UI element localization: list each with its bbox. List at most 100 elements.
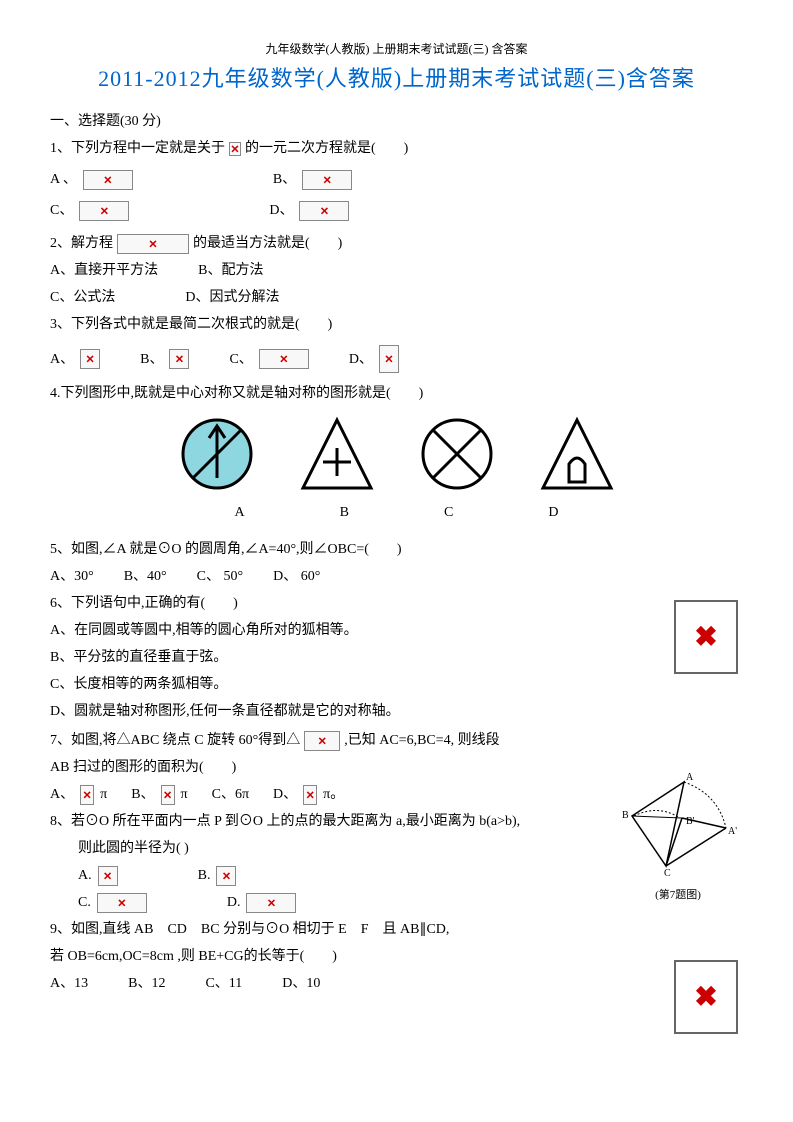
q7-text-a: 7、如图,将△ABC 绕点 C 旋转 60°得到△ xyxy=(50,730,300,751)
q6-a: A、在同圆或等圆中,相等的圆心角所对的狐相等。 xyxy=(50,620,743,641)
q5-opt-B: B、40° xyxy=(124,566,167,587)
q4-labels: A B C D xyxy=(50,502,743,523)
q1-A-label: A 、 xyxy=(50,169,77,190)
q7-opt-B: B、 × π xyxy=(131,784,187,805)
q8-opt-B: B. × xyxy=(198,865,237,886)
q4-shape-B xyxy=(297,414,377,494)
q1-text-a: 1、下列方程中一定就是关于 xyxy=(50,138,225,159)
q7-caption: (第7题图) xyxy=(618,887,738,904)
q5-options: A、30° B、40° C、 50° D、 60° xyxy=(50,566,743,587)
q9-options: A、13 B、12 C、11 D、10 xyxy=(50,973,743,994)
placeholder-icon: × xyxy=(161,785,175,805)
svg-text:A: A xyxy=(686,772,694,783)
placeholder-icon: × xyxy=(304,731,340,751)
q3-opt-A: A、 × xyxy=(50,349,100,370)
section-1-heading: 一、选择题(30 分) xyxy=(50,111,743,132)
placeholder-icon: × xyxy=(117,234,189,254)
q4-shapes xyxy=(50,414,743,494)
placeholder-icon: × xyxy=(98,866,118,886)
q8-B-label: B. xyxy=(198,865,211,886)
q7-opt-D: D、 × π。 xyxy=(273,784,344,805)
q2-text-b: 的最适当方法就是( ) xyxy=(193,233,342,254)
q7-D-sfx: π。 xyxy=(323,784,344,805)
placeholder-icon: × xyxy=(303,785,317,805)
q3-A-label: A、 xyxy=(50,349,74,370)
q2-opt-D: D、因式分解法 xyxy=(185,287,279,308)
q5-opt-C: C、 50° xyxy=(197,566,243,587)
q2-opt-C: C、公式法 xyxy=(50,287,115,308)
q7-A-label: A、 xyxy=(50,784,74,805)
svg-text:B: B xyxy=(622,810,629,821)
q8-D-label: D. xyxy=(227,892,241,913)
q4-label-D: D xyxy=(548,502,558,523)
q5-opt-D: D、 60° xyxy=(273,566,320,587)
q9-opt-A: A、13 xyxy=(50,973,88,994)
q7-opt-A: A、 × π xyxy=(50,784,107,805)
q6-b: B、平分弦的直径垂直于弦。 xyxy=(50,647,743,668)
q5-stem: 5、如图,∠A 就是⊙O 的圆周角,∠A=40°,则∠OBC=( ) xyxy=(50,539,743,560)
q7-A-sfx: π xyxy=(100,784,107,805)
q3-C-label: C、 xyxy=(229,349,252,370)
q1-row2: C、 × D、 × xyxy=(50,200,743,221)
q7-diagram-icon: A B B' A' C xyxy=(618,770,738,880)
placeholder-icon: × xyxy=(83,170,133,190)
q3-opt-B: B、 × xyxy=(140,349,189,370)
q8-opt-A: A. × xyxy=(78,865,118,886)
q7-stem: 7、如图,将△ABC 绕点 C 旋转 60°得到△ × ,已知 AC=6,BC=… xyxy=(50,730,743,751)
q1-text-b: 的一元二次方程就是( ) xyxy=(245,138,408,159)
q9-line2: 若 OB=6cm,OC=8cm ,则 BE+CG的长等于( ) xyxy=(50,946,743,967)
page-root: 九年级数学(人教版) 上册期末考试试题(三) 含答案 2011-2012九年级数… xyxy=(0,0,793,1020)
q1-D-label: D、 xyxy=(269,200,293,221)
q2-opt-B: B、配方法 xyxy=(198,260,263,281)
placeholder-icon: × xyxy=(379,345,399,373)
q6-d: D、圆就是轴对称图形,任何一条直径都就是它的对称轴。 xyxy=(50,701,743,722)
q4-label-A: A xyxy=(235,502,245,523)
placeholder-icon: × xyxy=(259,349,309,369)
q1-stem: 1、下列方程中一定就是关于 × 的一元二次方程就是( ) xyxy=(50,138,743,159)
q3-options: A、 × B、 × C、 × D、 × xyxy=(50,345,743,373)
q1-B-label: B、 xyxy=(273,169,296,190)
q5-figure: ✖ xyxy=(674,600,738,674)
q7-opt-C: C、6π xyxy=(212,784,249,805)
q2-opt-A: A、直接开平方法 xyxy=(50,260,158,281)
placeholder-icon: × xyxy=(229,142,241,156)
q6-stem: 6、下列语句中,正确的有( ) xyxy=(50,593,743,614)
placeholder-icon: × xyxy=(302,170,352,190)
q1-opt-B: B、 × xyxy=(273,169,352,190)
running-header: 九年级数学(人教版) 上册期末考试试题(三) 含答案 xyxy=(50,40,743,58)
q1-opt-A: A 、 × xyxy=(50,169,133,190)
placeholder-icon: × xyxy=(80,349,100,369)
svg-text:A': A' xyxy=(728,826,737,837)
q4-shape-C xyxy=(417,414,497,494)
q3-opt-D: D、 × xyxy=(349,345,399,373)
q7-D-label: D、 xyxy=(273,784,297,805)
placeholder-icon: ✖ xyxy=(674,960,738,1034)
q1-opt-C: C、 × xyxy=(50,200,129,221)
svg-text:C: C xyxy=(664,868,671,879)
placeholder-icon: × xyxy=(80,785,94,805)
q1-opt-D: D、 × xyxy=(269,200,349,221)
q9-opt-B: B、12 xyxy=(128,973,165,994)
q8-opt-C: C. × xyxy=(78,892,147,913)
placeholder-icon: × xyxy=(169,349,189,369)
q5-opt-A: A、30° xyxy=(50,566,94,587)
q2-options: A、直接开平方法 B、配方法 C、公式法 D、因式分解法 xyxy=(50,260,743,308)
q4-shape-D xyxy=(537,414,617,494)
placeholder-icon: × xyxy=(216,866,236,886)
q9-stem: 9、如图,直线 AB CD BC 分别与⊙O 相切于 E F 且 AB∥CD, xyxy=(50,919,743,940)
placeholder-icon: ✖ xyxy=(674,600,738,674)
q4-stem: 4.下列图形中,既就是中心对称又就是轴对称的图形就是( ) xyxy=(50,383,743,404)
q1-C-label: C、 xyxy=(50,200,73,221)
q4-label-C: C xyxy=(444,502,453,523)
q7-B-label: B、 xyxy=(131,784,154,805)
q2-stem: 2、解方程 × 的最适当方法就是( ) xyxy=(50,233,743,254)
q8-A-label: A. xyxy=(78,865,92,886)
q8-opt-D: D. × xyxy=(227,892,297,913)
q3-B-label: B、 xyxy=(140,349,163,370)
q3-stem: 3、下列各式中就是最简二次根式的就是( ) xyxy=(50,314,743,335)
placeholder-icon: × xyxy=(246,893,296,913)
q7-text-b: ,已知 AC=6,BC=4, 则线段 xyxy=(344,730,499,751)
q4-label-B: B xyxy=(340,502,349,523)
q9-opt-C: C、11 xyxy=(205,973,242,994)
q7-B-sfx: π xyxy=(181,784,188,805)
